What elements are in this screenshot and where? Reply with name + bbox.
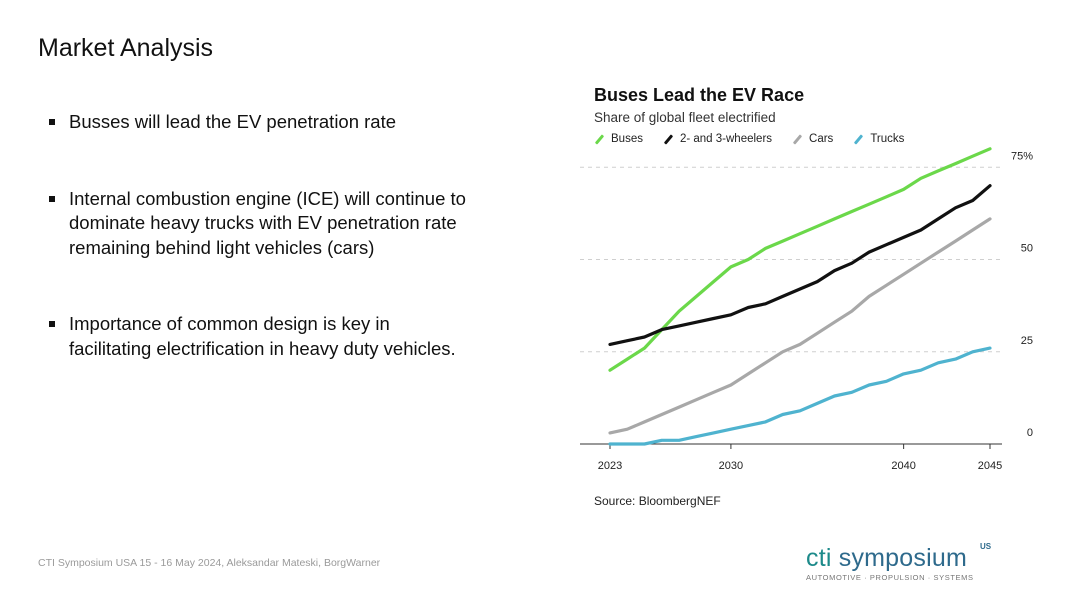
cti-symposium-logo: cti symposium US AUTOMOTIVE · PROPULSION… xyxy=(806,542,991,582)
y-tick-label: 0 xyxy=(1027,427,1033,439)
legend-item: 2- and 3-wheelers xyxy=(663,133,772,145)
chart-source: Source: BloombergNEF xyxy=(594,494,721,508)
x-tick-label: 2045 xyxy=(978,460,1002,472)
chart-plot-area: 0 25 50 75% 2023 2030 2040 2045 xyxy=(580,147,1033,472)
logo-cti: cti xyxy=(806,544,832,572)
legend-label: 2- and 3-wheelers xyxy=(679,133,773,145)
bullet-text: Internal combustion engine (ICE) will co… xyxy=(69,187,466,258)
x-tick-label: 2030 xyxy=(719,460,743,472)
legend-item: Cars xyxy=(792,133,833,145)
x-tick-label: 2023 xyxy=(598,460,622,472)
legend-item: Trucks xyxy=(853,133,904,145)
chart-legend: Buses 2- and 3-wheelers Cars Trucks xyxy=(594,133,924,145)
bullet-text: Importance of common design is key in fa… xyxy=(69,313,456,359)
legend-label: Trucks xyxy=(870,133,905,145)
legend-label: Cars xyxy=(809,133,834,145)
chart: Buses Lead the EV Race Share of global f… xyxy=(580,80,1060,520)
logo-tagline: AUTOMOTIVE · PROPULSION · SYSTEMS xyxy=(806,573,974,582)
x-tick-label: 2040 xyxy=(891,460,915,472)
bullet-marker xyxy=(49,195,55,202)
bullet-item: Importance of common design is key in fa… xyxy=(48,312,468,361)
bullet-item: Busses will lead the EV penetration rate xyxy=(48,110,468,135)
bullet-marker xyxy=(49,321,55,327)
slide-title: Market Analysis xyxy=(38,34,214,62)
series-line-trucks xyxy=(608,346,992,446)
legend-item: Buses xyxy=(594,133,643,145)
logo-superscript: US xyxy=(980,542,992,551)
y-tick-label: 25 xyxy=(1021,335,1033,347)
y-tick-label: 75% xyxy=(1011,150,1033,162)
series-line-cars xyxy=(608,217,992,435)
chart-subtitle: Share of global fleet electrified xyxy=(594,110,776,125)
logo-symposium: symposium xyxy=(831,544,967,572)
logo-wordmark: cti symposium xyxy=(806,544,974,572)
series-line-2-and-3-wheelers xyxy=(608,184,992,346)
bullet-text: Busses will lead the EV penetration rate xyxy=(69,111,397,132)
footer-text: CTI Symposium USA 15 - 16 May 2024, Alek… xyxy=(38,557,381,569)
bullet-list: Busses will lead the EV penetration rate… xyxy=(48,110,468,361)
chart-title: Buses Lead the EV Race xyxy=(594,85,805,105)
bullet-item: Internal combustion engine (ICE) will co… xyxy=(48,187,468,261)
bullet-marker xyxy=(49,119,55,125)
y-tick-label: 50 xyxy=(1021,243,1033,255)
legend-label: Buses xyxy=(611,133,643,145)
series-line-buses xyxy=(608,147,992,372)
